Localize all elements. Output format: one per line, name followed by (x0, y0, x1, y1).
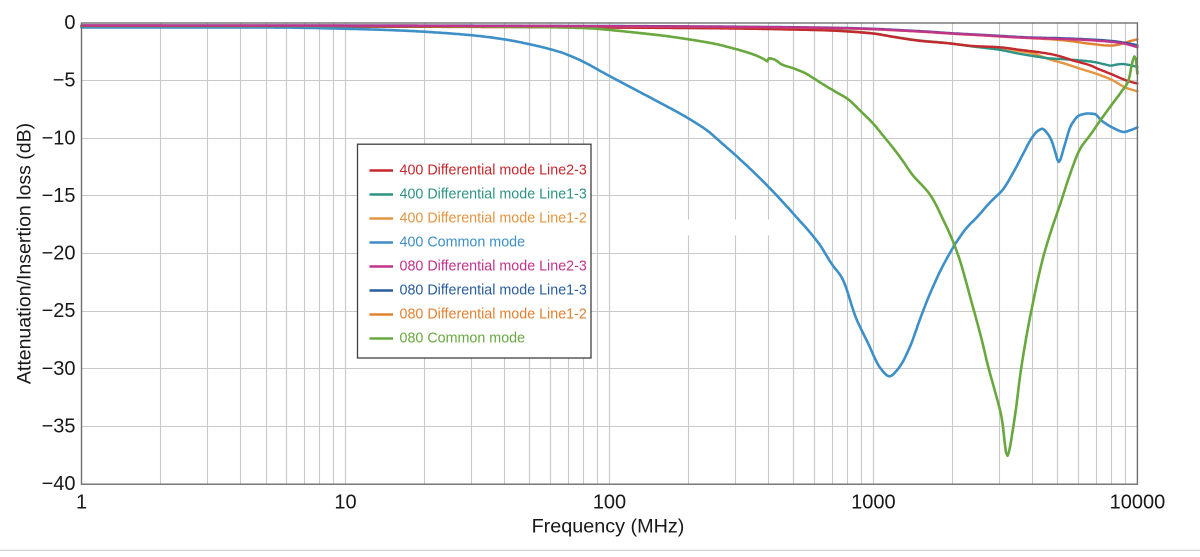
svg-text:−40: −40 (42, 473, 76, 495)
svg-text:10000: 10000 (1110, 492, 1166, 514)
svg-text:080 Differential mode Line2-3: 080 Differential mode Line2-3 (400, 259, 587, 275)
svg-text:−25: −25 (42, 300, 76, 322)
svg-text:−20: −20 (42, 243, 76, 265)
svg-text:−10: −10 (42, 127, 76, 149)
svg-text:10: 10 (334, 492, 356, 514)
svg-text:Frequency (MHz): Frequency (MHz) (532, 516, 685, 538)
svg-text:Attenuation/Insertion loss (dB: Attenuation/Insertion loss (dB) (14, 123, 36, 384)
svg-text:1: 1 (76, 492, 87, 514)
svg-text:−15: −15 (42, 185, 76, 207)
svg-text:400 Differential mode Line1-2: 400 Differential mode Line1-2 (400, 211, 587, 227)
svg-text:400 Differential mode Line2-3: 400 Differential mode Line2-3 (400, 163, 587, 179)
svg-text:−35: −35 (42, 416, 76, 438)
svg-text:080 Common mode: 080 Common mode (400, 331, 526, 347)
svg-text:−30: −30 (42, 358, 76, 380)
svg-text:400 Differential mode Line1-3: 400 Differential mode Line1-3 (400, 187, 587, 203)
svg-text:400 Common mode: 400 Common mode (400, 235, 526, 251)
svg-text:−5: −5 (53, 70, 76, 92)
svg-text:0: 0 (64, 12, 75, 34)
svg-text:080 Differential mode Line1-3: 080 Differential mode Line1-3 (400, 283, 587, 299)
svg-text:1000: 1000 (851, 492, 896, 514)
svg-text:100: 100 (593, 492, 626, 514)
svg-text:080 Differential mode Line1-2: 080 Differential mode Line1-2 (400, 307, 587, 323)
